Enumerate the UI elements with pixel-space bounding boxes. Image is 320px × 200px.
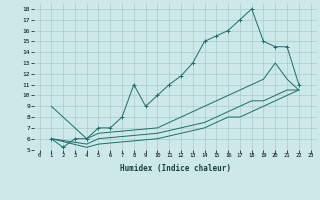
X-axis label: Humidex (Indice chaleur): Humidex (Indice chaleur) [120,164,231,173]
